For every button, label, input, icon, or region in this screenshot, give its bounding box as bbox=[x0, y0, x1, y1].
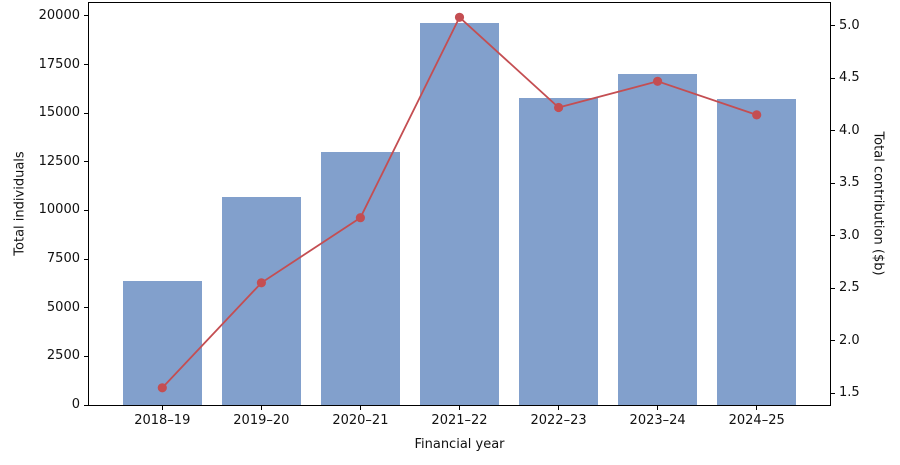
x-tick bbox=[161, 406, 163, 410]
right-tick-label: 4.0 bbox=[839, 122, 860, 138]
line-marker-2018–19 bbox=[157, 383, 167, 393]
line-marker-2021–22 bbox=[454, 12, 465, 22]
left-tick bbox=[84, 112, 88, 114]
bar-2019–20 bbox=[221, 196, 301, 405]
x-tick bbox=[756, 406, 758, 410]
line-marker-2022–23 bbox=[554, 102, 564, 113]
bar-2024–25 bbox=[717, 99, 797, 405]
left-tick-label: 0 bbox=[71, 397, 80, 412]
x-tick-label: 2018–19 bbox=[134, 413, 191, 428]
x-tick-label: 2019–20 bbox=[233, 413, 290, 428]
bar-2021–22 bbox=[420, 23, 499, 405]
left-tick-label: 7500 bbox=[46, 251, 80, 267]
x-tick bbox=[359, 406, 361, 410]
right-tick-label: 3.0 bbox=[839, 227, 860, 243]
right-tick-label: 5.0 bbox=[839, 17, 860, 33]
left-tick-label: 2500 bbox=[46, 348, 80, 364]
right-tick bbox=[831, 77, 835, 79]
right-axis-title: Total contribution ($b) bbox=[870, 131, 886, 276]
left-tick bbox=[84, 307, 88, 309]
left-tick bbox=[84, 64, 88, 66]
right-tick bbox=[831, 182, 835, 184]
plot-area bbox=[88, 2, 831, 406]
left-tick-label: 15000 bbox=[38, 105, 80, 121]
right-tick-label: 1.5 bbox=[839, 385, 860, 401]
x-tick bbox=[657, 406, 659, 410]
right-tick bbox=[831, 287, 835, 289]
x-tick bbox=[260, 406, 262, 410]
x-tick-label: 2022–23 bbox=[530, 413, 587, 428]
x-tick-label: 2020–21 bbox=[332, 413, 389, 428]
left-tick bbox=[84, 15, 88, 17]
left-tick bbox=[84, 404, 88, 406]
left-axis-title: Total individuals bbox=[12, 151, 28, 256]
line-marker-2020–21 bbox=[355, 213, 365, 223]
right-tick bbox=[831, 392, 835, 394]
bar-2020–21 bbox=[320, 152, 400, 405]
right-tick-label: 2.0 bbox=[839, 332, 860, 348]
x-tick-label: 2021–22 bbox=[431, 413, 488, 428]
bar-2022–23 bbox=[519, 97, 599, 405]
left-tick-label: 10000 bbox=[38, 202, 80, 218]
right-tick bbox=[831, 25, 835, 27]
right-tick-label: 3.5 bbox=[839, 175, 860, 191]
x-tick-label: 2024–25 bbox=[728, 413, 785, 428]
left-tick bbox=[84, 355, 88, 357]
right-tick bbox=[831, 340, 835, 342]
line-marker-2023–24 bbox=[653, 76, 663, 86]
left-tick-label: 20000 bbox=[38, 7, 80, 23]
left-tick-label: 12500 bbox=[38, 153, 80, 169]
x-tick-label: 2023–24 bbox=[629, 413, 686, 428]
line-marker-2019–20 bbox=[256, 278, 266, 288]
right-tick bbox=[831, 130, 835, 132]
right-tick-label: 2.5 bbox=[839, 280, 860, 296]
right-tick-label: 4.5 bbox=[839, 70, 860, 86]
x-axis-title: Financial year bbox=[414, 437, 505, 452]
right-tick bbox=[831, 235, 835, 237]
bar-2023–24 bbox=[618, 74, 698, 405]
left-tick bbox=[84, 258, 88, 260]
left-tick-label: 5000 bbox=[46, 299, 80, 315]
left-tick bbox=[84, 161, 88, 163]
line-series bbox=[161, 15, 757, 389]
x-tick bbox=[558, 406, 560, 410]
line-marker-2024–25 bbox=[752, 110, 762, 120]
x-tick bbox=[459, 406, 460, 410]
left-tick bbox=[84, 209, 88, 211]
left-tick-label: 17500 bbox=[38, 56, 80, 72]
